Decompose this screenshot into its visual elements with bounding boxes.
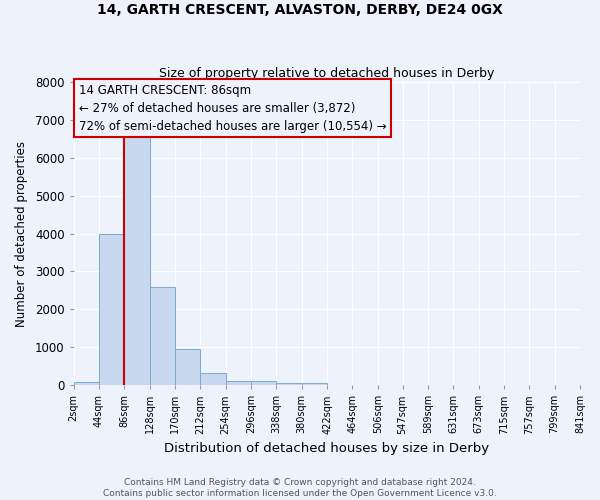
Bar [99, 234, 124, 385]
Bar [226, 380, 251, 385]
Bar [175, 349, 200, 385]
Text: 14 GARTH CRESCENT: 86sqm
← 27% of detached houses are smaller (3,872)
72% of sem: 14 GARTH CRESCENT: 86sqm ← 27% of detach… [79, 84, 386, 132]
X-axis label: Distribution of detached houses by size in Derby: Distribution of detached houses by size … [164, 442, 490, 455]
Bar [277, 383, 302, 385]
Bar [74, 382, 99, 385]
Bar [251, 382, 277, 385]
Bar [124, 135, 149, 385]
Y-axis label: Number of detached properties: Number of detached properties [15, 140, 28, 326]
Text: Contains HM Land Registry data © Crown copyright and database right 2024.
Contai: Contains HM Land Registry data © Crown c… [103, 478, 497, 498]
Text: 14, GARTH CRESCENT, ALVASTON, DERBY, DE24 0GX: 14, GARTH CRESCENT, ALVASTON, DERBY, DE2… [97, 2, 503, 16]
Title: Size of property relative to detached houses in Derby: Size of property relative to detached ho… [159, 66, 494, 80]
Bar [149, 286, 175, 385]
Bar [302, 383, 327, 385]
Bar [200, 373, 226, 385]
